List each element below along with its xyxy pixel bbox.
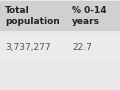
Text: 22.7: 22.7 (72, 43, 92, 52)
Bar (67, 34, 120, 60)
Bar (67, 1, 120, 31)
Text: % 0-14
years: % 0-14 years (72, 6, 107, 26)
Bar (0, 1, 67, 31)
Text: 3,737,277: 3,737,277 (5, 43, 50, 52)
Text: Total
population: Total population (5, 6, 60, 26)
Bar (0, 34, 67, 60)
